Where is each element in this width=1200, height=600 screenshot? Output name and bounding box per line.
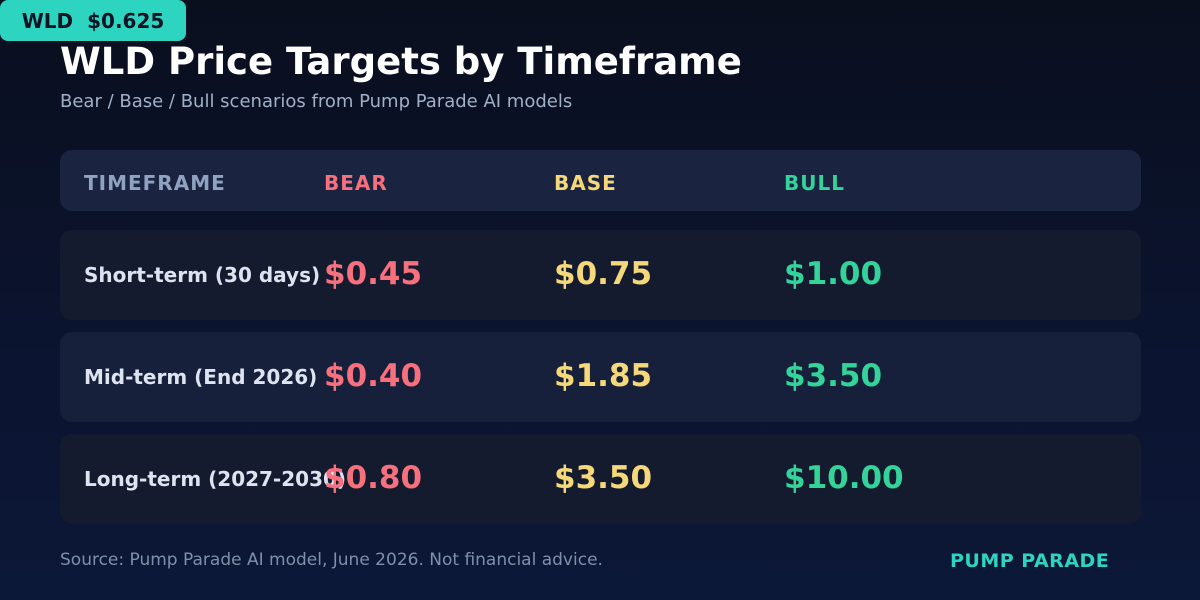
price-badge: WLD $0.625	[0, 0, 186, 41]
price-target: $1.00	[784, 256, 883, 292]
badge-price: $0.625	[87, 8, 165, 33]
table-row	[60, 434, 1141, 524]
badge-symbol: WLD	[21, 8, 74, 33]
subtitle: Bear / Base / Bull scenarios from Pump P…	[60, 91, 573, 112]
brand: PUMP PARADE	[950, 550, 1110, 572]
column-header: BULL	[784, 171, 845, 195]
row-label: Short-term (30 days)	[84, 263, 321, 287]
column-header: BASE	[554, 171, 617, 195]
row-label: Mid-term (End 2026)	[84, 365, 318, 389]
price-target: $10.00	[784, 460, 904, 496]
column-header: BEAR	[324, 171, 388, 195]
column-header: TIMEFRAME	[84, 171, 226, 195]
row-label: Long-term (2027-2030)	[84, 467, 347, 491]
price-target: $0.45	[324, 256, 423, 292]
table-header	[60, 150, 1141, 211]
table-row	[60, 230, 1141, 320]
price-target: $3.50	[554, 460, 653, 496]
price-target: $0.80	[324, 460, 423, 496]
price-target: $3.50	[784, 358, 883, 394]
price-target: $0.75	[554, 256, 653, 292]
title: WLD Price Targets by Timeframe	[60, 40, 742, 83]
table-row	[60, 332, 1141, 422]
price-target: $1.85	[554, 358, 653, 394]
source-note: Source: Pump Parade AI model, June 2026.…	[60, 550, 603, 570]
price-target: $0.40	[324, 358, 423, 394]
